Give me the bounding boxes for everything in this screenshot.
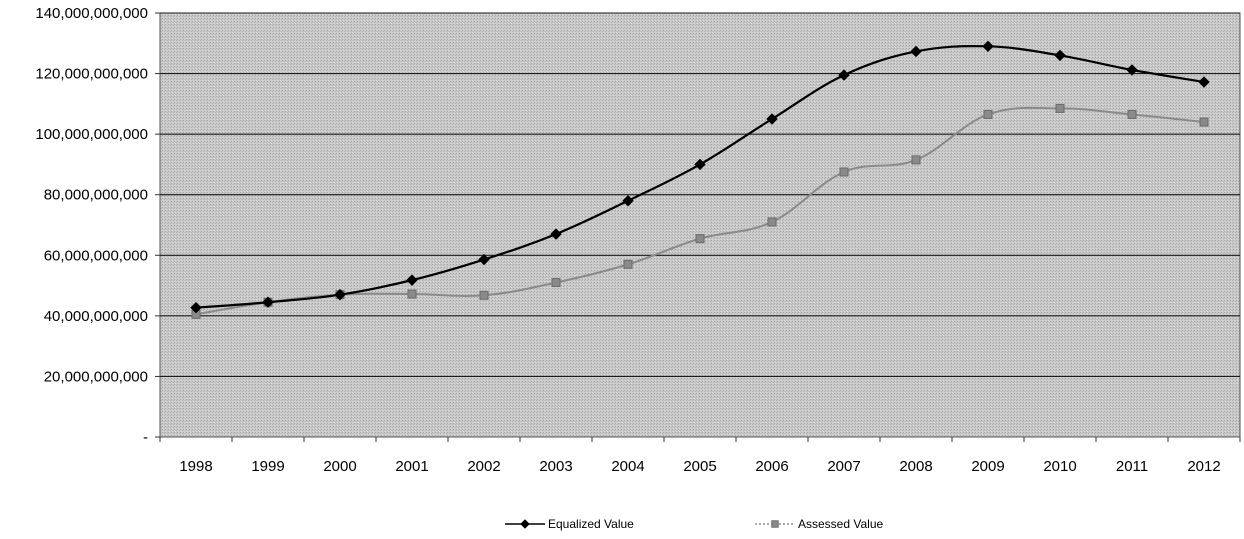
data-point <box>1127 109 1137 119</box>
series-assessed-value <box>191 103 1209 319</box>
x-tick-label: 2012 <box>1187 458 1220 475</box>
data-point <box>551 278 561 288</box>
y-tick-label: 20,000,000,000 <box>44 368 148 385</box>
plot-area <box>159 12 1241 438</box>
legend-marker <box>520 519 530 529</box>
data-point <box>839 167 849 177</box>
data-point <box>190 301 202 314</box>
legend: Equalized Value Assessed Value <box>505 517 883 531</box>
series-layer <box>190 40 1210 319</box>
data-point <box>1198 76 1210 88</box>
legend-label: Assessed Value <box>798 517 883 531</box>
x-tick-label: 2009 <box>971 458 1004 475</box>
y-tick-label: 140,000,000,000 <box>35 5 148 22</box>
data-point <box>406 274 418 286</box>
data-point <box>983 109 993 119</box>
data-point <box>1199 117 1209 127</box>
x-tick-label: 2000 <box>323 458 356 475</box>
x-tick-label: 1999 <box>251 458 284 475</box>
x-tick-label: 2004 <box>611 458 644 475</box>
x-tick-label: 2011 <box>1116 458 1148 475</box>
x-tick-label: 2003 <box>539 458 572 475</box>
data-point <box>911 155 921 165</box>
data-point <box>262 296 274 308</box>
y-tick-label: 100,000,000,000 <box>35 126 148 143</box>
legend-item: Equalized Value <box>505 517 634 531</box>
x-tick-label: 2005 <box>683 458 716 475</box>
y-tick-label: - <box>143 429 148 446</box>
x-tick-label: 2006 <box>755 458 788 475</box>
x-axis-tick-labels: 1998 1999 2000 2001 2002 2003 2004 2005 2006 2007… <box>159 437 1241 475</box>
data-point <box>910 45 922 58</box>
data-point <box>407 289 417 299</box>
legend-label: Equalized Value <box>548 517 634 531</box>
y-axis-tick-labels: - 20,000,000,000 40,000,000,000 60,000,000,… <box>35 5 160 446</box>
legend-item: Assessed Value <box>755 517 883 531</box>
data-point <box>1055 103 1065 113</box>
legend-marker <box>771 520 779 528</box>
series-equalized-value <box>190 40 1210 314</box>
x-tick-label: 2010 <box>1043 458 1076 475</box>
data-point <box>838 69 850 81</box>
data-point <box>767 217 777 227</box>
data-point <box>478 253 490 266</box>
data-point <box>550 228 562 240</box>
x-tick-label: 1998 <box>179 458 212 475</box>
y-tick-label: 120,000,000,000 <box>35 66 148 83</box>
data-point <box>766 113 778 125</box>
data-point <box>695 234 705 244</box>
x-tick-label: 2002 <box>467 458 500 475</box>
y-tick-label: 80,000,000,000 <box>44 187 148 204</box>
data-point <box>623 259 633 269</box>
data-point <box>694 158 706 171</box>
data-point <box>1126 64 1138 76</box>
y-tick-label: 60,000,000,000 <box>44 247 148 264</box>
data-point <box>622 195 634 207</box>
x-tick-label: 2007 <box>827 458 860 475</box>
data-point <box>479 290 489 300</box>
y-tick-label: 40,000,000,000 <box>44 308 148 325</box>
data-point <box>334 288 346 301</box>
data-point <box>1054 49 1066 62</box>
x-tick-label: 2008 <box>899 458 932 475</box>
data-point <box>982 40 994 53</box>
x-tick-label: 2001 <box>395 458 428 475</box>
gridlines <box>160 12 1240 377</box>
